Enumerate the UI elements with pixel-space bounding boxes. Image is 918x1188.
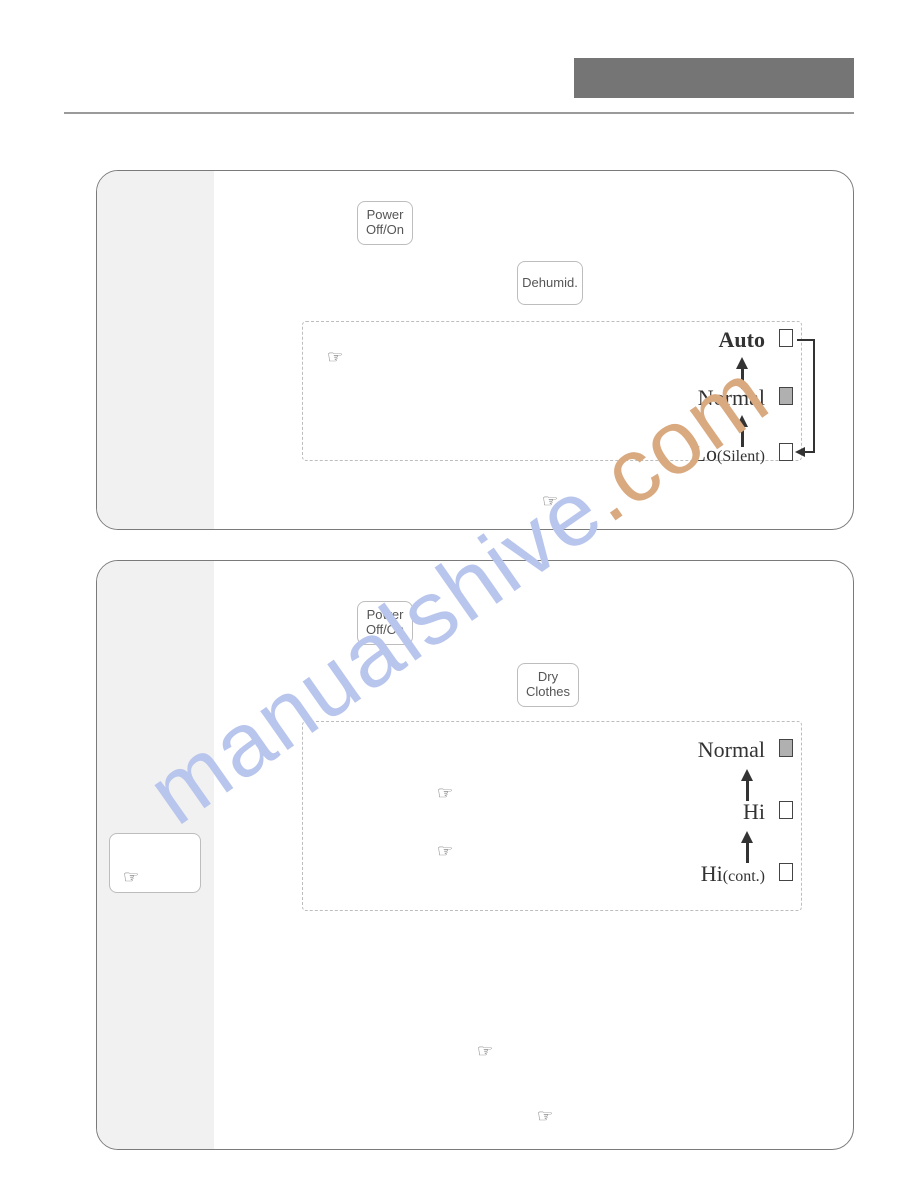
panel-dryclothes: Power Off/On Dry Clothes Normal Hi Hi(co… <box>96 560 854 1150</box>
dehumid-button[interactable]: Dehumid. <box>517 261 583 305</box>
level-lo-sub: (Silent) <box>717 448 765 465</box>
header-divider <box>64 112 854 114</box>
power-button-label-1: Power <box>367 608 404 623</box>
level-hicont-sub: (cont.) <box>723 868 765 885</box>
arrow-up-icon <box>736 357 748 369</box>
pointer-icon <box>327 347 343 368</box>
pointer-icon <box>477 1041 493 1062</box>
level-normal-indicator <box>779 739 793 757</box>
level-lo-indicator <box>779 443 793 461</box>
level-hicont: Hi <box>701 861 723 886</box>
level-auto-indicator <box>779 329 793 347</box>
dryclothes-button-label-2: Clothes <box>526 685 570 700</box>
dryclothes-button[interactable]: Dry Clothes <box>517 663 579 707</box>
panel-side <box>97 171 215 529</box>
power-button-label-1: Power <box>367 208 404 223</box>
pointer-icon <box>437 841 453 862</box>
level-normal: Normal <box>698 737 765 763</box>
pointer-icon <box>537 1106 553 1127</box>
power-button[interactable]: Power Off/On <box>357 201 413 245</box>
level-hi: Hi <box>743 799 765 825</box>
level-auto: Auto <box>719 327 765 353</box>
power-button-label-2: Off/On <box>366 623 404 638</box>
page: Power Off/On Dehumid. Auto Normal Lo(Sil… <box>0 0 918 1188</box>
power-button-label-2: Off/On <box>366 223 404 238</box>
level-lo: Lo <box>693 441 717 466</box>
pointer-icon <box>123 867 139 888</box>
arrow-left-icon <box>795 447 805 457</box>
connector-line <box>813 339 815 453</box>
dryclothes-button-label-1: Dry <box>538 670 558 685</box>
dehumid-button-label: Dehumid. <box>522 276 578 291</box>
header-bar <box>574 58 854 98</box>
pointer-icon <box>542 491 558 512</box>
level-hicont-indicator <box>779 863 793 881</box>
panel-dehumid: Power Off/On Dehumid. Auto Normal Lo(Sil… <box>96 170 854 530</box>
arrow-up-icon <box>741 769 753 781</box>
level-normal: Normal <box>698 385 765 411</box>
arrow-up-icon <box>736 415 748 427</box>
level-lo-wrap: Lo(Silent) <box>693 441 765 467</box>
level-hi-indicator <box>779 801 793 819</box>
pointer-icon <box>437 783 453 804</box>
power-button[interactable]: Power Off/On <box>357 601 413 645</box>
level-hicont-wrap: Hi(cont.) <box>701 861 765 887</box>
level-normal-indicator <box>779 387 793 405</box>
arrow-up-icon <box>741 831 753 843</box>
